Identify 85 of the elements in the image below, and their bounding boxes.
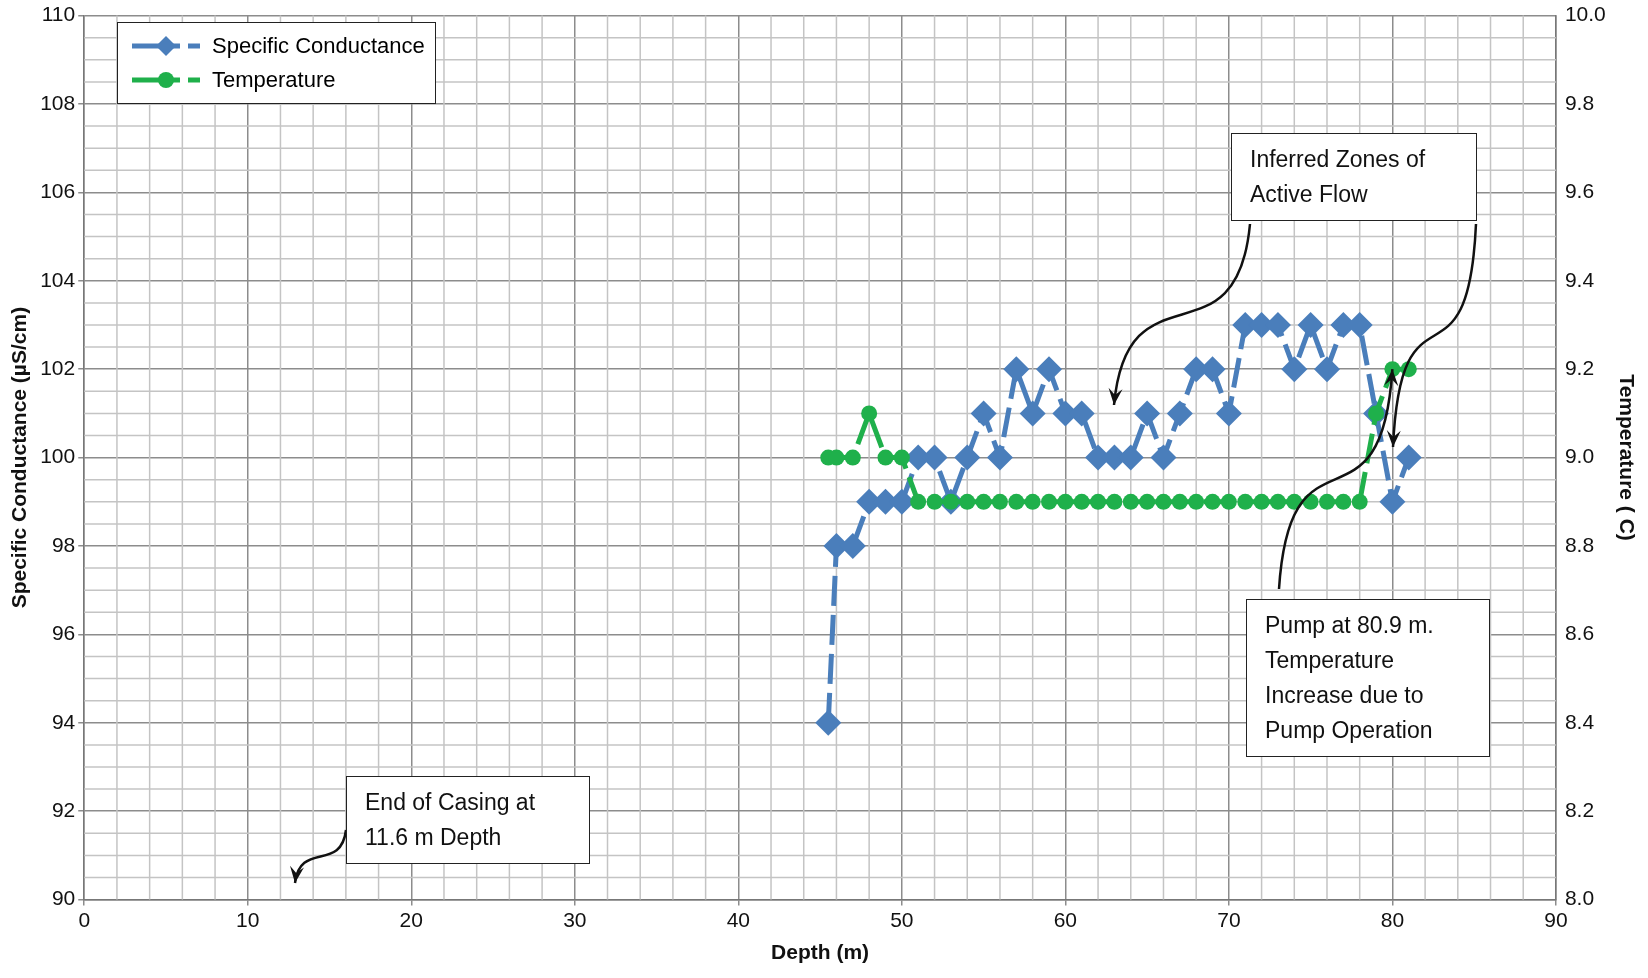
x-tick-label: 20 — [399, 908, 423, 931]
point — [815, 709, 842, 736]
point — [1237, 493, 1254, 510]
point — [959, 493, 976, 510]
y2-tick-label: 9.6 — [1564, 179, 1595, 203]
callout-box: End of Casing at 11.6 m Depth — [346, 776, 590, 864]
point — [1036, 356, 1063, 383]
point — [1090, 493, 1107, 510]
x-tick-label: 10 — [236, 908, 260, 931]
point — [1215, 400, 1242, 427]
y2-tick-label: 8.2 — [1564, 798, 1595, 821]
y2-axis-title: Temperature ( C) — [1615, 374, 1639, 541]
point — [861, 405, 878, 422]
point — [1314, 356, 1340, 383]
y2-tick-label: 10.0 — [1564, 2, 1606, 26]
x-tick-label: 70 — [1217, 908, 1241, 931]
point — [844, 449, 861, 466]
point — [1122, 493, 1139, 510]
x-tick-label: 90 — [1544, 908, 1568, 931]
point — [1073, 493, 1090, 510]
point — [893, 449, 910, 466]
y2-tick-label: 8.6 — [1564, 621, 1595, 645]
point — [1220, 493, 1237, 510]
y-axis-title: Specific Conductance (µS/cm) — [7, 306, 31, 609]
point — [1351, 493, 1368, 510]
y-tick-label: 104 — [40, 267, 76, 291]
x-axis-title: Depth (m) — [771, 940, 870, 964]
point — [1253, 493, 1270, 510]
point — [1057, 493, 1074, 510]
y2-tick-label: 9.2 — [1564, 356, 1595, 379]
x-tick-label: 60 — [1053, 908, 1078, 931]
point — [910, 493, 927, 510]
y-tick-label: 100 — [40, 444, 76, 468]
point — [1155, 493, 1172, 510]
point — [1003, 356, 1030, 383]
y-tick-label: 98 — [51, 532, 76, 556]
y-tick-label: 94 — [51, 709, 76, 733]
y-tick-label: 96 — [51, 621, 76, 645]
x-tick-label: 0 — [78, 908, 91, 931]
y-tick-label: 90 — [51, 886, 76, 910]
point — [954, 444, 981, 471]
point — [1008, 493, 1025, 510]
point — [1188, 493, 1205, 510]
y2-tick-label: 8.4 — [1564, 709, 1595, 733]
x-tick-label: 80 — [1380, 908, 1405, 931]
y2-tick-label: 9.0 — [1564, 444, 1595, 468]
point — [1204, 493, 1221, 510]
y-tick-label: 108 — [40, 90, 76, 114]
point — [991, 493, 1008, 510]
point — [986, 444, 1013, 471]
point — [1319, 493, 1335, 510]
point — [970, 400, 997, 427]
point — [1335, 493, 1352, 510]
y-tick-label: 102 — [40, 356, 76, 379]
y-tick-label: 106 — [40, 179, 76, 203]
point — [1269, 493, 1286, 510]
point — [1281, 356, 1308, 383]
y2-tick-label: 8.8 — [1564, 532, 1595, 556]
legend-label: Specific Conductance — [212, 33, 425, 59]
point — [877, 449, 894, 466]
callout-box: Inferred Zones of Active Flow — [1231, 133, 1477, 221]
y2-tick-label: 9.8 — [1564, 90, 1595, 114]
y2-tick-label: 8.0 — [1564, 886, 1595, 910]
point — [1166, 400, 1193, 427]
point — [1297, 312, 1324, 338]
x-tick-label: 40 — [726, 908, 750, 931]
point — [1041, 493, 1058, 510]
callout-box: Pump at 80.9 m. Temperature Increase due to Pump Operation — [1246, 599, 1490, 757]
point — [1379, 488, 1406, 515]
point — [1134, 400, 1161, 427]
point — [1150, 444, 1177, 471]
legend-label: Temperature — [212, 67, 336, 93]
point — [1171, 493, 1188, 510]
point — [975, 493, 992, 510]
point — [1024, 493, 1041, 510]
y-tick-label: 92 — [51, 798, 76, 821]
y-tick-label: 110 — [41, 2, 76, 26]
point — [1395, 444, 1422, 471]
point — [1019, 400, 1046, 427]
y2-tick-label: 9.4 — [1564, 267, 1595, 291]
point — [1106, 493, 1123, 510]
point — [926, 493, 943, 510]
x-tick-label: 50 — [890, 908, 914, 931]
point — [1139, 493, 1156, 510]
x-tick-label: 30 — [563, 908, 587, 931]
